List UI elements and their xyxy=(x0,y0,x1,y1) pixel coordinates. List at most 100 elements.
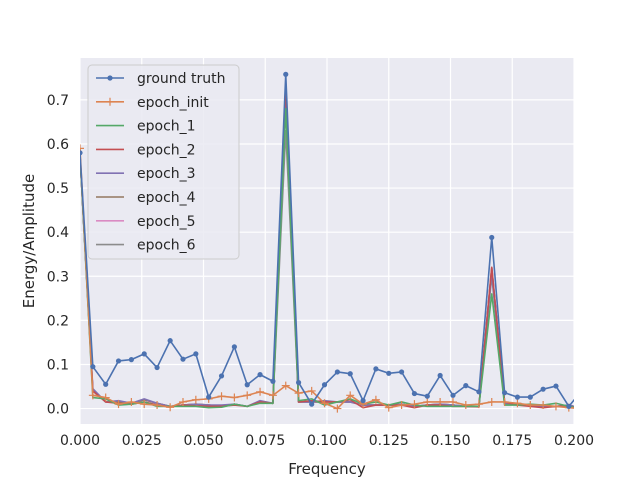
legend-item: epoch_1 xyxy=(96,119,196,135)
data-point xyxy=(191,395,200,404)
legend-label: ground truth xyxy=(137,71,225,87)
data-point xyxy=(218,373,225,379)
data-point xyxy=(244,382,250,388)
legend-box xyxy=(87,64,240,260)
x-tick-label: 0.050 xyxy=(183,433,223,449)
data-point xyxy=(360,398,366,404)
data-point xyxy=(307,386,316,395)
y-tick-label: 0.0 xyxy=(47,402,69,418)
data-point xyxy=(450,392,456,398)
data-point xyxy=(127,397,136,406)
legend-item: epoch_4 xyxy=(96,190,196,206)
legend-item: epoch_5 xyxy=(96,214,196,230)
data-point xyxy=(436,397,445,406)
x-tick-label: 0.000 xyxy=(60,433,100,449)
data-point xyxy=(386,370,392,376)
data-point xyxy=(320,399,329,408)
data-point xyxy=(141,351,147,357)
data-point xyxy=(539,401,548,410)
data-point xyxy=(88,391,97,400)
data-point xyxy=(384,403,393,412)
series-line-epoch-init xyxy=(80,148,574,410)
legend-item: ground truth xyxy=(96,71,225,87)
data-point xyxy=(551,402,560,411)
data-point xyxy=(437,372,443,379)
y-tick-label: 0.7 xyxy=(47,93,69,109)
data-point xyxy=(256,387,265,396)
data-point xyxy=(489,234,495,241)
data-point xyxy=(501,390,508,396)
data-point xyxy=(411,390,418,397)
data-point xyxy=(527,394,533,400)
data-point xyxy=(294,389,303,398)
data-point xyxy=(410,400,419,409)
x-tick-label: 0.075 xyxy=(245,433,285,449)
data-point xyxy=(514,394,521,400)
data-point xyxy=(257,372,263,378)
data-point xyxy=(206,394,212,400)
data-point xyxy=(230,393,239,402)
data-point xyxy=(553,383,559,389)
x-tick-label: 0.125 xyxy=(369,433,409,449)
legend-marker xyxy=(107,75,113,81)
x-tick-label: 0.025 xyxy=(122,433,162,449)
data-point xyxy=(154,364,160,371)
y-tick-label: 0.6 xyxy=(47,137,69,153)
y-tick-label: 0.5 xyxy=(47,181,69,197)
data-point xyxy=(309,401,315,407)
data-point xyxy=(217,392,226,401)
y-tick-label: 0.4 xyxy=(47,225,69,241)
data-point xyxy=(281,381,290,390)
series-layer xyxy=(80,71,586,413)
legend-item: epoch_2 xyxy=(96,142,196,158)
data-point xyxy=(513,399,522,408)
data-point xyxy=(346,391,355,400)
data-point xyxy=(270,378,276,384)
x-axis-ticks: 0.000 0.025 0.050 0.075 0.100 0.125 0.150 0.175… xyxy=(60,433,594,449)
legend-label: epoch_5 xyxy=(137,214,196,230)
legend-item: epoch_3 xyxy=(96,166,196,182)
data-point xyxy=(540,386,546,392)
legend-item: epoch_init xyxy=(96,95,209,111)
data-point xyxy=(231,344,237,350)
data-point xyxy=(103,381,109,387)
data-point xyxy=(140,400,149,409)
legend-label: epoch_4 xyxy=(137,190,196,206)
data-point xyxy=(243,391,252,400)
legend-label: epoch_1 xyxy=(137,119,196,135)
data-point xyxy=(80,150,83,156)
x-axis-label: Frequency xyxy=(288,460,366,478)
legend-label: epoch_2 xyxy=(137,142,196,158)
data-point xyxy=(334,369,340,375)
data-point xyxy=(463,383,469,389)
legend-label: epoch_6 xyxy=(137,238,196,254)
data-point xyxy=(268,391,277,400)
data-point xyxy=(321,382,328,388)
data-point xyxy=(461,401,470,410)
legend-item: epoch_6 xyxy=(96,238,196,254)
data-point xyxy=(579,388,584,393)
y-axis-label: Energy/Amplitude xyxy=(20,174,38,308)
data-point xyxy=(114,400,123,409)
data-point xyxy=(180,356,186,362)
x-tick-label: 0.100 xyxy=(307,433,347,449)
data-point xyxy=(578,405,586,413)
y-tick-label: 0.3 xyxy=(47,269,69,285)
data-point xyxy=(448,397,457,406)
data-point xyxy=(115,358,122,364)
series-epoch-init xyxy=(80,144,586,413)
legend: ground truth epoch_init epoch_1 epoch_2epoc… xyxy=(87,64,240,260)
data-point xyxy=(101,393,110,402)
data-point xyxy=(474,400,483,409)
y-tick-label: 0.1 xyxy=(47,357,69,373)
legend-marker xyxy=(106,97,114,106)
series-ground-truth xyxy=(80,71,584,409)
legend-label: epoch_init xyxy=(137,95,209,111)
data-point xyxy=(167,338,173,344)
series-line-ground-truth xyxy=(80,73,574,408)
data-point xyxy=(178,397,187,406)
y-axis-ticks: 0.0 0.1 0.2 0.3 0.4 0.5 0.6 0.7 xyxy=(47,93,69,418)
data-point xyxy=(424,393,430,399)
data-point xyxy=(371,395,380,404)
